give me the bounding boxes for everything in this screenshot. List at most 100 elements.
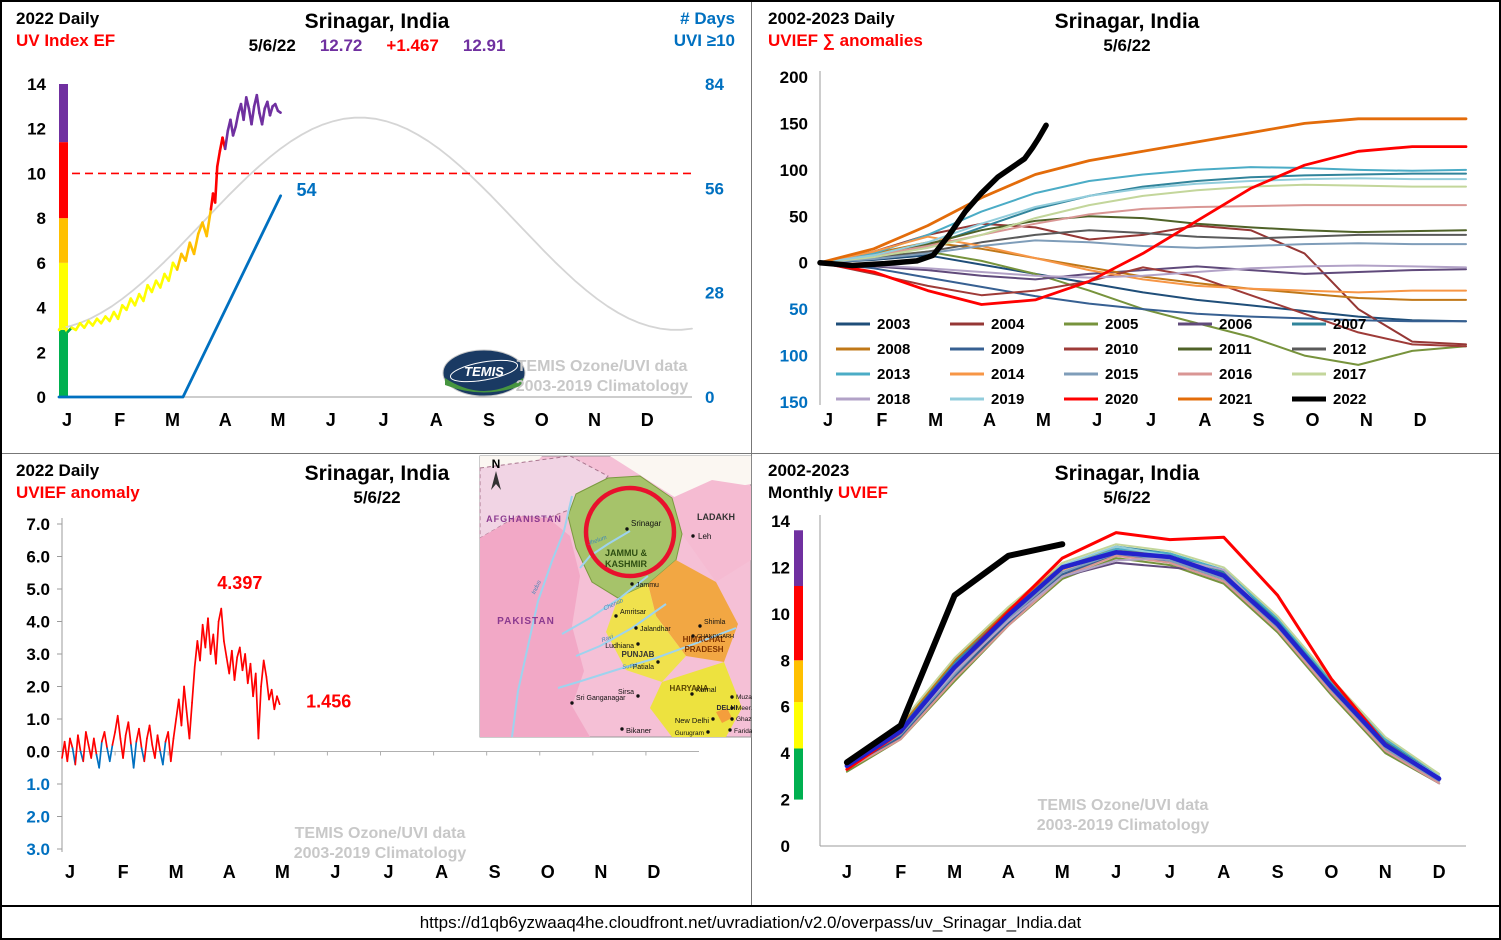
y-tick: 2 [781,791,790,810]
city-dot [706,730,710,734]
bl-era-label: 2022 Daily [16,461,100,480]
series-2006 [819,261,1467,281]
month-label: M [1036,410,1051,430]
city-dot [690,692,694,696]
month-label: M [271,410,286,430]
series-2008 [845,547,1441,780]
anomaly-segment [191,666,196,704]
series-2014 [845,550,1441,782]
watermark-line1: TEMIS Ozone/UVI data [517,358,688,375]
y-tick: 150 [780,393,808,412]
tr-date: 5/6/22 [1103,36,1151,56]
city-dot [711,717,715,721]
anomaly-segment [92,737,98,756]
uv-band [59,142,68,219]
series-2009 [845,552,1441,785]
month-label: F [876,410,887,430]
series-2005 [845,557,1441,785]
anomaly-segment [254,672,260,740]
uvi-2022-segment [231,125,238,137]
uv-band [59,84,68,143]
logo-globe [442,349,526,397]
uv-band [794,660,803,703]
uvi-2022-segment [150,279,158,294]
legend: 2003 2004 2005 2006 2007 2008 2009 2010 2011 2012… [836,316,1366,408]
series-2022 [817,122,1049,269]
map-inset: N AFGHANISTAN PAKISTAN JAMMU &KASHMIR LADAKH… [479,455,752,738]
y-tick: 100 [780,161,808,180]
month-label: A [983,410,996,430]
city-label: Karnal [696,687,717,694]
legend-year-2014: 2014 [991,366,1025,383]
uvi-2022-segment [223,129,230,151]
anomaly-segment [249,662,254,698]
city-label: Gurugram [675,730,704,737]
anomaly-segment [180,685,185,727]
tl-uvi-value: 12.72 [319,36,363,56]
days-uvi10-line [57,194,283,399]
anomaly-segment [74,734,79,766]
series-2015 [819,239,1467,264]
bl-header-left: 2022 Daily UVIEF anomaly [16,460,140,504]
br-date: 5/6/22 [1103,488,1151,508]
anomaly-segment [233,656,239,681]
series-2013 [845,547,1441,775]
br-era2-label: Monthly [768,483,834,503]
monthly-uvief-chart: 0 2 4 6 8 10 12 14 J F M A M J J A S O N D TEMIS Ozone/UVI d… [771,512,1466,882]
uvi-2022-segment [184,241,192,262]
y-tick: 0 [781,837,790,856]
legend-year-2013: 2013 [877,366,910,383]
month-label: O [541,862,555,882]
uvi-2022-segment [167,261,175,283]
uv-band [794,530,803,586]
watermark-line2: 2003-2019 Climatology [1037,817,1210,834]
city-dot [570,701,574,705]
anomaly-segment [69,737,74,750]
month-label: J [842,862,852,882]
anomaly-segment [183,685,188,714]
y-tick: 8 [781,651,790,670]
city-dot [698,624,702,628]
y-tick: 14 [771,512,790,531]
anomaly-segment [276,695,281,706]
city-label: Faridabad [734,728,752,735]
river [575,603,667,657]
y-tick: 100 [780,347,808,366]
series-2003 [845,554,1441,782]
legend-year-2005: 2005 [1105,316,1138,333]
panel-uvief-anomaly-daily: 7.0 6.0 5.0 4.0 3.0 2.0 1.0 0.0 1.0 2.0 3.0 J F M A M J J… [2,454,752,905]
legend-year-2009: 2009 [991,341,1024,358]
month-label: M [947,862,962,882]
city-dot [634,626,638,630]
uvi-2022-segment [234,111,240,128]
city-dot [656,660,660,664]
month-label: F [895,862,906,882]
river [557,627,737,689]
y-tick: 10 [771,605,790,624]
anomaly-segment [199,623,204,662]
bl-metric-label: UVIEF anomaly [16,483,140,503]
region-delhi [716,708,732,723]
legend-year-2012: 2012 [1333,341,1366,358]
legend-year-2018: 2018 [877,391,910,408]
uvi-daily-chart: 0 2 4 6 8 10 12 14 0 28 56 84 J F M A M J J A S O N D 54 TEMIS TEM… [27,75,724,430]
uvief-anomaly-chart: 7.0 6.0 5.0 4.0 3.0 2.0 1.0 0.0 1.0 2.0 3.0 J F M A M J J… [26,455,752,882]
y-tick: 1.0 [26,710,50,729]
anomaly-segment [127,721,132,746]
watermark-line1: TEMIS Ozone/UVI data [1038,797,1209,814]
anomaly-segment [77,734,82,753]
anomaly-segment [172,718,177,740]
anomaly-segment [262,659,268,678]
anomaly-segment [273,695,278,711]
series-2012 [819,229,1467,264]
uvief-anomaly-sum-chart: 200 150 100 50 0 50 100 150 J F M A M J J A S O N D 2003 2004… [780,68,1468,430]
city-label: CHANDIGARH [697,634,734,640]
month-label: J [326,410,336,430]
tl-header-right: # Days UVI ≥10 [674,8,735,52]
anomaly-segment [270,688,276,711]
tr-page-title: Srinagar, India [1054,10,1200,33]
data-source-url: https://d1qb6yzwaaq4he.cloudfront.net/uv… [2,905,1499,938]
tl-header-center: Srinagar, India 5/6/22 12.72 +1.467 12.91 [152,8,602,57]
anomaly-segment [238,646,244,672]
uv-band [59,218,68,263]
